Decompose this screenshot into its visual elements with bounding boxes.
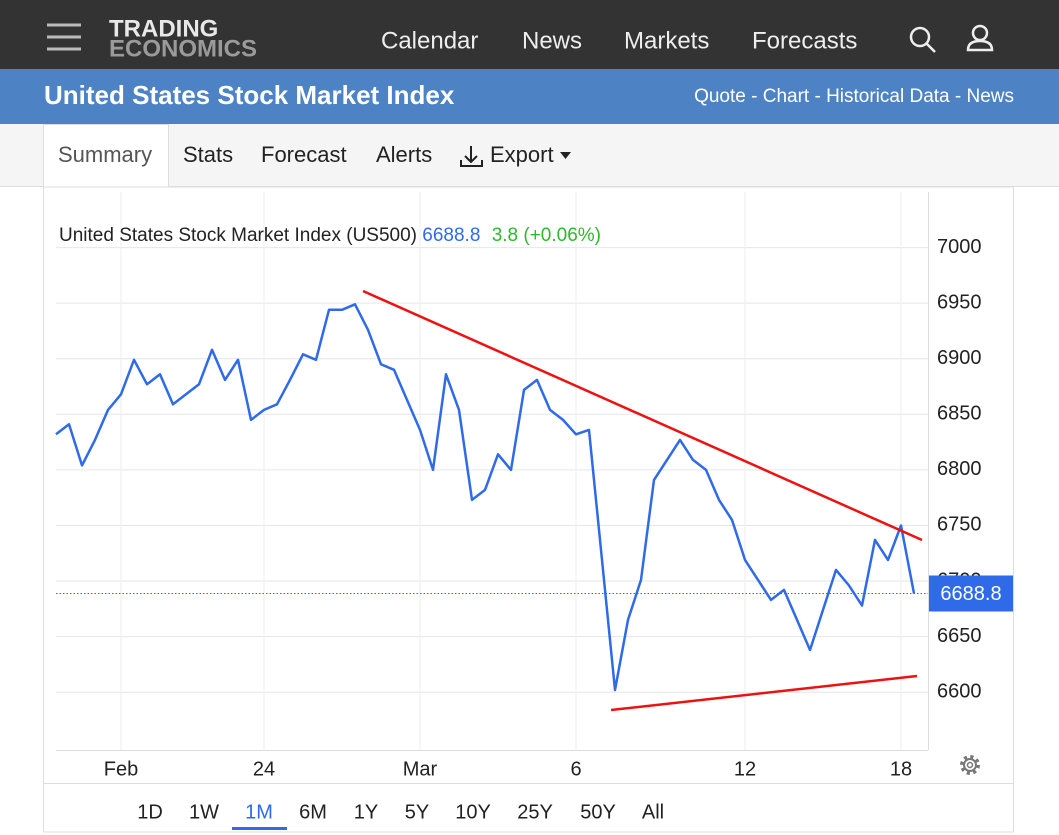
- tab[interactable]: Forecast: [261, 142, 347, 167]
- export-caret[interactable]: [560, 152, 571, 159]
- x-tick-label: 24: [253, 758, 275, 780]
- search-icon[interactable]: [909, 26, 936, 53]
- banner-links[interactable]: Quote - Chart - Historical Data - News: [694, 86, 1014, 107]
- chart-panel: [43, 186, 1014, 833]
- range-button[interactable]: 25Y: [517, 801, 553, 823]
- range-button[interactable]: 10Y: [455, 801, 491, 823]
- chart-header: United States Stock Market Index (US500)…: [59, 225, 601, 246]
- tab[interactable]: Alerts: [376, 142, 432, 167]
- top-bar: [0, 0, 1059, 69]
- y-tick-label: 7000: [937, 236, 982, 258]
- y-tick-label: 6750: [937, 514, 982, 536]
- banner-title: United States Stock Market Index: [44, 80, 455, 110]
- trend-line: [362, 289, 923, 542]
- grid: 660066506700675068006850690069507000Feb2…: [56, 192, 982, 780]
- y-tick-label: 6600: [937, 680, 982, 702]
- y-tick-label: 6950: [937, 291, 982, 313]
- logo[interactable]: ECONOMICS: [109, 35, 257, 62]
- y-tick-label: 6850: [937, 403, 982, 425]
- nav-link[interactable]: Forecasts: [752, 27, 857, 54]
- price-line: [55, 303, 916, 692]
- range-button[interactable]: 6M: [299, 801, 327, 823]
- user-icon[interactable]: [966, 24, 994, 52]
- tab[interactable]: Stats: [183, 142, 233, 167]
- banner: [0, 69, 1059, 124]
- y-tick-label: 6900: [937, 347, 982, 369]
- x-tick-label: 18: [890, 758, 912, 780]
- x-tick-label: 12: [734, 758, 756, 780]
- y-tick-label: 6650: [937, 625, 982, 647]
- x-tick-label: 6: [570, 758, 581, 780]
- x-tick-label: Mar: [403, 758, 438, 780]
- export-icon[interactable]: [460, 146, 483, 167]
- range-button[interactable]: 5Y: [405, 801, 429, 823]
- y-tick-label: 6800: [937, 458, 982, 480]
- range-button[interactable]: 50Y: [580, 801, 616, 823]
- logo[interactable]: TRADING: [109, 15, 218, 42]
- range-selector: 1D 1W 1M 6M 1Y 5Y 10Y 25Y 50Y All: [137, 801, 664, 830]
- tab[interactable]: Summary: [58, 142, 152, 167]
- nav-link[interactable]: Markets: [624, 27, 709, 54]
- range-underline: [232, 827, 287, 830]
- last-price: 6688.8: [422, 225, 480, 246]
- menu-icon[interactable]: [47, 23, 81, 51]
- range-button[interactable]: 1W: [189, 801, 219, 823]
- range-button[interactable]: 1Y: [354, 801, 378, 823]
- range-button[interactable]: All: [642, 801, 664, 823]
- tab[interactable]: Export: [490, 142, 554, 167]
- trend-line: [610, 674, 918, 712]
- last-price-label: 6688.8: [940, 583, 1001, 605]
- range-button[interactable]: 1D: [137, 801, 163, 823]
- range-button[interactable]: 1M: [245, 801, 273, 823]
- price-change: 3.8 (+0.06%): [492, 225, 601, 246]
- overlay: 6688.8: [929, 575, 1013, 612]
- last-price-box: [929, 575, 1013, 612]
- plot: [55, 303, 928, 692]
- nav-link[interactable]: News: [522, 27, 582, 54]
- active-tab: [43, 124, 169, 187]
- settings-icon[interactable]: [960, 755, 980, 775]
- tab-bar: [0, 124, 1059, 187]
- chart-title: United States Stock Market Index (US500): [59, 225, 417, 246]
- x-tick-label: Feb: [104, 758, 138, 780]
- nav-link[interactable]: Calendar: [381, 27, 478, 54]
